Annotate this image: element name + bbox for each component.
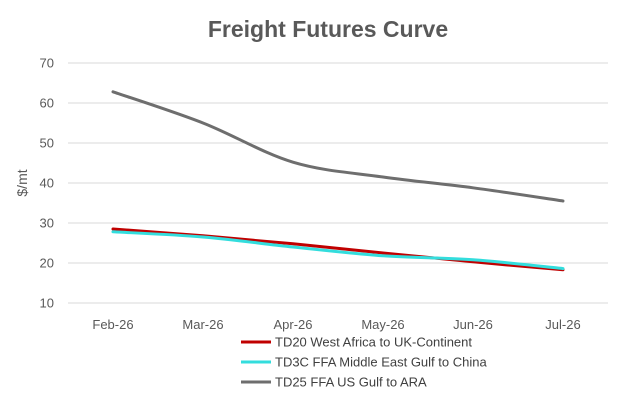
y-tick-label: 70 — [40, 56, 54, 71]
series-lines — [111, 90, 565, 272]
x-tick-label: Feb-26 — [92, 317, 133, 332]
x-tick-labels: Feb-26 Mar-26 Apr-26 May-26 Jun-26 Jul-26 — [92, 317, 580, 332]
y-tick-label: 30 — [40, 216, 54, 231]
legend-label: TD25 FFA US Gulf to ARA — [275, 375, 427, 390]
legend-label: TD3C FFA Middle East Gulf to China — [275, 355, 487, 370]
legend-item: TD25 FFA US Gulf to ARA — [241, 375, 427, 390]
legend: TD20 West Africa to UK-Continent TD3C FFA… — [241, 335, 487, 390]
x-tick-label: Jul-26 — [545, 317, 580, 332]
series-line-1 — [111, 230, 565, 271]
chart-title: Freight Futures Curve — [208, 16, 448, 42]
x-tick-label: Jun-26 — [453, 317, 493, 332]
legend-label: TD20 West Africa to UK-Continent — [275, 335, 472, 350]
y-tick-labels: 10 20 30 40 50 60 70 — [40, 56, 54, 311]
legend-item: TD3C FFA Middle East Gulf to China — [241, 355, 487, 370]
y-axis-title: $/mt — [14, 169, 30, 196]
y-tick-label: 50 — [40, 136, 54, 151]
y-tick-label: 60 — [40, 96, 54, 111]
x-tick-label: Apr-26 — [273, 317, 312, 332]
x-tick-label: May-26 — [361, 317, 404, 332]
legend-item: TD20 West Africa to UK-Continent — [241, 335, 472, 350]
y-tick-label: 20 — [40, 256, 54, 271]
y-tick-label: 40 — [40, 176, 54, 191]
gridlines — [68, 62, 608, 304]
y-tick-label: 10 — [40, 296, 54, 311]
x-tick-label: Mar-26 — [182, 317, 223, 332]
series-line-2 — [111, 90, 565, 203]
